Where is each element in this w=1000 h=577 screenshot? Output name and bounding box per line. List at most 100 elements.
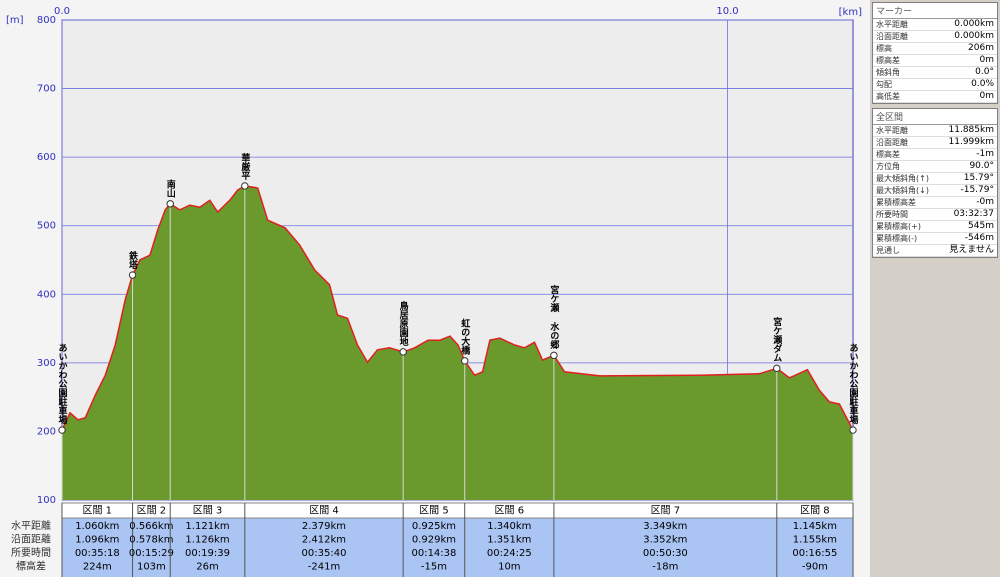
segment-name: 区間 3	[193, 505, 223, 517]
waypoint	[399, 348, 407, 356]
segment-cell: 1.145km	[793, 521, 837, 532]
panel-row: 最大傾斜角(↓) -15.79°	[873, 185, 997, 197]
waypoint-label: 宮ケ瀬 水の郷	[548, 284, 559, 350]
waypoint	[773, 364, 781, 373]
waypoint	[241, 182, 249, 190]
segment-cell: 00:19:39	[185, 548, 230, 559]
segment-name: 区間 8	[800, 505, 830, 517]
panel-value: -1m	[976, 149, 994, 159]
segment-cell: 00:35:18	[75, 548, 120, 559]
segment-name: 区間 7	[651, 505, 681, 517]
segment-cell: 1.340km	[487, 521, 531, 532]
segment-cell: 0.929km	[412, 535, 456, 546]
panel-row: 高低差 0m	[873, 91, 997, 103]
waypoint	[550, 351, 558, 360]
elevation-line	[61, 185, 854, 431]
segment-name: 区間 4	[309, 505, 339, 517]
segment-cell: 1.060km	[75, 521, 119, 532]
panel-row: 方位角 90.0°	[873, 161, 997, 173]
row-label: 標高差	[16, 560, 46, 573]
waypoint-label: あいかわ公園駐車場	[57, 343, 68, 425]
panel-label: 水平距離	[876, 126, 908, 135]
panel-label: 方位角	[876, 162, 900, 171]
panel-row: 勾配 0.0%	[873, 79, 997, 91]
segment-cell: 224m	[83, 562, 112, 573]
x-tick-label: 10.0	[716, 6, 738, 17]
waypoint	[166, 200, 174, 208]
panel-value: 90.0°	[969, 161, 994, 171]
segment-cell: 2.412km	[302, 535, 346, 546]
panel-row: 標高差 0m	[873, 55, 997, 67]
segment-cell: 2.379km	[302, 521, 346, 532]
panel-value: 545m	[968, 221, 994, 231]
panel-row: 見通し 見えません	[873, 245, 997, 257]
panel-label: 最大傾斜角(↓)	[876, 186, 929, 195]
panel-label: 最大傾斜角(↑)	[876, 174, 929, 183]
segment-cell: 1.121km	[185, 521, 229, 532]
x-axis-unit: [km]	[839, 7, 862, 18]
panel-label: 累積標高差	[876, 198, 916, 207]
segment-cell: -90m	[802, 562, 828, 573]
panel-label: 勾配	[876, 80, 892, 89]
panel-value: 0.000km	[954, 31, 994, 41]
row-label: 沿面距離	[11, 533, 51, 546]
panel-row: 累積標高差 -0m	[873, 197, 997, 209]
row-label: 水平距離	[11, 519, 51, 532]
panel-row: 最大傾斜角(↑) 15.79°	[873, 173, 997, 185]
panel-value: 0.0%	[971, 79, 994, 89]
panel-label: 沿面距離	[876, 32, 908, 41]
panel-label: 見通し	[876, 246, 900, 255]
waypoint-label: 華厳平	[239, 152, 250, 181]
panel-row: 累積標高(-) -546m	[873, 233, 997, 245]
y-tick-label: 200	[37, 426, 56, 437]
y-axis-unit: [m]	[6, 15, 24, 26]
segment-name: 区間 6	[495, 505, 525, 517]
segment-cell: 0.925km	[412, 521, 456, 532]
segment-cell: 3.352km	[643, 535, 687, 546]
panel-value: 11.885km	[948, 125, 994, 135]
panel-value: 15.79°	[963, 173, 994, 183]
panel-row: 標高差 -1m	[873, 149, 997, 161]
elevation-area	[62, 185, 853, 500]
panel-title: 全区間	[873, 109, 997, 125]
panel-label: 標高差	[876, 56, 900, 65]
segment-cell: 0.566km	[129, 521, 173, 532]
segment-cell: 00:50:30	[643, 548, 688, 559]
panel-value: 03:32:37	[953, 209, 994, 219]
table-bg	[62, 518, 853, 577]
segment-cell: 0.578km	[129, 535, 173, 546]
panel-value: -15.79°	[960, 185, 994, 195]
panel-value: 0m	[979, 55, 995, 65]
panel-label: 累積標高(+)	[876, 222, 921, 231]
panel-row: 水平距離 0.000km	[873, 19, 997, 31]
panel-value: 11.999km	[948, 137, 994, 147]
panel-value: 206m	[968, 43, 994, 53]
segment-cell: 10m	[498, 562, 520, 573]
waypoint-label: 虹の大橋	[459, 318, 470, 356]
segment-cell: 00:24:25	[487, 548, 532, 559]
panel-value: -0m	[976, 197, 994, 207]
segment-name: 区間 5	[419, 505, 449, 517]
panel-box: 全区間 水平距離 11.885km 沿面距離 11.999km 標高差 -1m 方位角 90.0…	[872, 108, 998, 258]
segment-cell: 103m	[137, 562, 166, 573]
waypoint-label: 鳥居原園地	[398, 300, 409, 347]
waypoint-label: あいかわ公園駐車場	[848, 343, 859, 425]
y-tick-label: 500	[37, 221, 56, 232]
waypoint	[461, 357, 469, 365]
waypoint	[58, 426, 66, 434]
segment-cell: -18m	[652, 562, 678, 573]
panel-label: 沿面距離	[876, 138, 908, 147]
panel-label: 高低差	[876, 92, 900, 101]
segment-cell: 1.155km	[793, 535, 837, 546]
segment-cell: 1.351km	[487, 535, 531, 546]
table-header-bg	[61, 502, 854, 519]
segment-cell: 1.096km	[75, 535, 119, 546]
segment-cell: 00:35:40	[302, 548, 347, 559]
y-tick-label: 100	[37, 495, 56, 506]
panel-row: 所要時間 03:32:37	[873, 209, 997, 221]
panel-row: 累積標高(+) 545m	[873, 221, 997, 233]
y-tick-label: 400	[37, 289, 56, 300]
panel-value: 0.000km	[954, 19, 994, 29]
